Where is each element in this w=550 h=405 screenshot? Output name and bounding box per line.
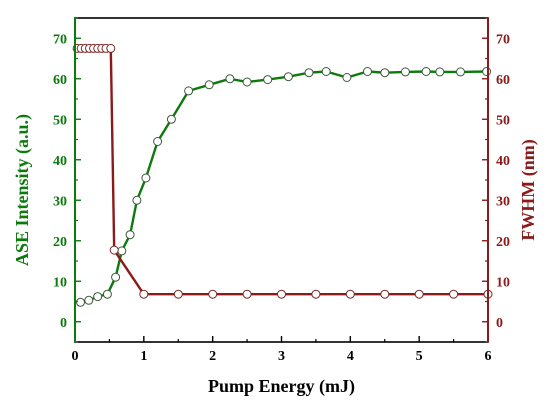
x-tick-label: 6: [485, 349, 492, 364]
y-right-tick-label: 20: [496, 235, 510, 250]
data-point-left: [153, 137, 163, 146]
data-point-right: [277, 289, 286, 299]
data-point-left: [93, 292, 103, 302]
y-right-tick-label: 10: [496, 275, 510, 290]
series-line-right: [77, 47, 488, 296]
y-left-tick-label: 0: [60, 316, 67, 331]
x-axis-title: Pump Energy (mJ): [208, 376, 355, 397]
y-left-tick-label: 20: [53, 235, 67, 250]
y-right-tick-label: 30: [496, 194, 510, 209]
y-left-tick-label: 50: [53, 113, 67, 128]
y-axis-right-title: FWHM (nm): [518, 139, 539, 240]
x-tick-label: 1: [140, 349, 147, 364]
y-left-tick-label: 60: [53, 73, 67, 88]
data-point-left: [380, 68, 390, 78]
data-point-right: [449, 289, 459, 299]
y-right-tick-label: 40: [496, 154, 510, 169]
data-point-left: [111, 272, 121, 282]
data-point-left: [132, 195, 142, 205]
data-point-right: [139, 289, 149, 299]
data-point-left: [166, 114, 176, 124]
data-point-left: [400, 67, 410, 77]
data-point-left: [125, 230, 135, 240]
data-point-left: [141, 173, 151, 183]
series-line-left: [80, 70, 487, 304]
data-point-right: [311, 289, 321, 299]
y-right-tick-label: 60: [496, 73, 510, 88]
data-point-left: [102, 289, 112, 299]
data-point-left: [435, 67, 445, 77]
data-point-right: [173, 289, 183, 299]
y-right-tick-label: 70: [496, 32, 510, 47]
data-point-left: [84, 295, 94, 305]
x-tick-label: 0: [72, 349, 79, 364]
series-layer: [72, 43, 493, 307]
data-point-right: [380, 289, 390, 299]
data-point-left: [242, 77, 252, 87]
x-tick-label: 5: [416, 349, 423, 364]
x-tick-label: 3: [278, 349, 285, 364]
data-point-left: [321, 67, 331, 76]
x-tick-label: 2: [209, 349, 216, 364]
y-left-tick-label: 10: [53, 275, 67, 290]
data-point-left: [283, 72, 293, 82]
data-point-right: [208, 289, 218, 299]
data-point-left: [204, 80, 214, 90]
data-point-left: [421, 67, 431, 76]
data-point-right: [106, 43, 116, 53]
y-right-tick-label: 0: [496, 316, 503, 331]
data-point-left: [456, 67, 465, 77]
y-left-tick-label: 30: [53, 194, 67, 209]
y-left-tick-label: 70: [53, 32, 67, 47]
y-left-tick-label: 40: [53, 154, 67, 169]
data-point-left: [225, 74, 235, 84]
data-point-left: [263, 75, 273, 85]
data-point-left: [342, 73, 352, 82]
data-point-left: [117, 246, 127, 256]
data-point-left: [76, 297, 85, 307]
y-axis-left-title: ASE Intensity (a.u.): [12, 114, 33, 266]
data-point-left: [304, 68, 314, 78]
data-point-right: [109, 245, 119, 255]
y-right-tick-label: 50: [496, 113, 510, 128]
data-point-left: [184, 86, 194, 96]
data-point-left: [482, 67, 492, 76]
data-point-right: [242, 289, 252, 299]
data-point-left: [363, 67, 372, 76]
data-point-right: [414, 289, 424, 299]
data-point-right: [345, 289, 355, 299]
x-tick-label: 4: [347, 349, 354, 364]
